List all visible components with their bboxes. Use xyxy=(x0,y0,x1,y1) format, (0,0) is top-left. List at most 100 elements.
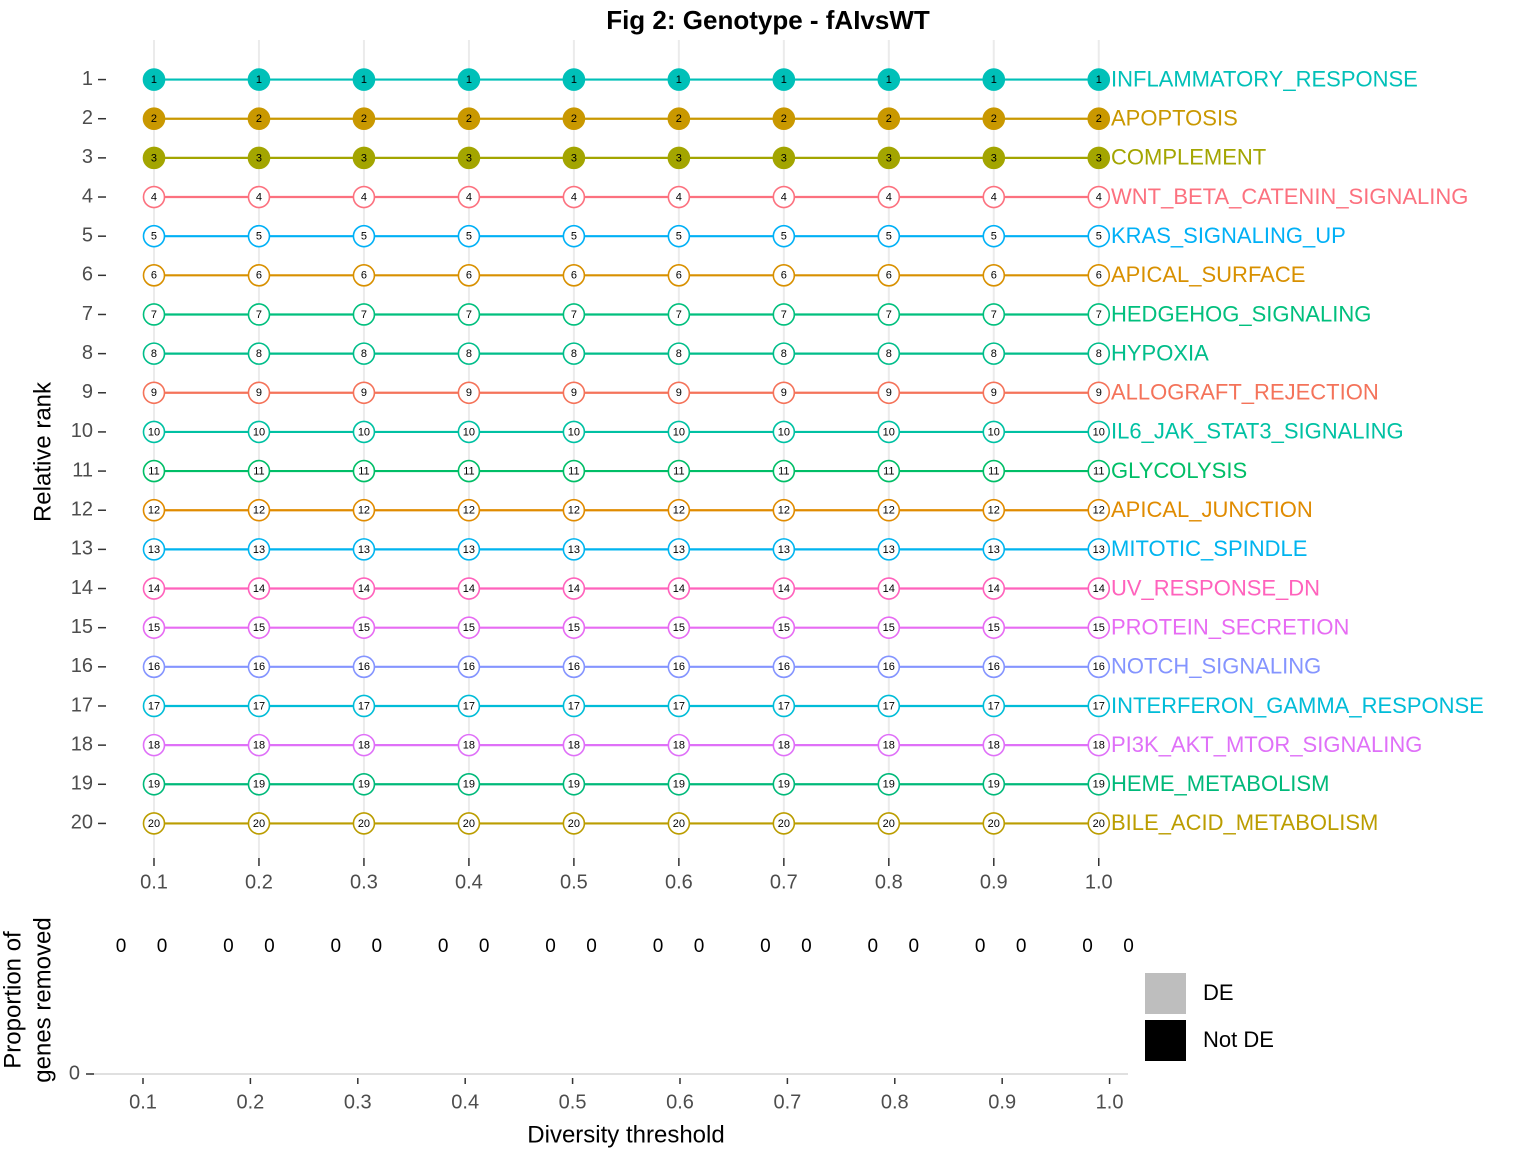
series-label: NOTCH_SIGNALING xyxy=(1111,654,1321,679)
point-label: 19 xyxy=(148,779,160,791)
rank-point xyxy=(982,616,1006,639)
rank-point xyxy=(352,772,376,796)
series-label: KRAS_SIGNALING_UP xyxy=(1111,223,1346,248)
point-label: 17 xyxy=(673,700,685,712)
rank-point xyxy=(877,185,901,209)
rank-point xyxy=(352,498,376,522)
x-tick-label: 0.2 xyxy=(245,871,273,893)
rank-point xyxy=(667,694,691,718)
point-label: 1 xyxy=(676,74,682,86)
point-label: 17 xyxy=(358,700,370,712)
series-label: APICAL_JUNCTION xyxy=(1111,497,1313,522)
rank-point xyxy=(877,107,901,131)
rank-point xyxy=(982,107,1006,131)
rank-point xyxy=(1087,733,1111,757)
x-tick-label: 0.4 xyxy=(451,1091,479,1113)
rank-point xyxy=(982,498,1006,522)
point-label: 20 xyxy=(568,818,580,830)
point-label: 2 xyxy=(886,113,892,125)
rank-point xyxy=(667,733,691,757)
rank-point xyxy=(772,224,796,248)
rank-point xyxy=(247,68,271,91)
point-label: 12 xyxy=(673,505,685,517)
rank-point xyxy=(877,420,901,444)
rank-point xyxy=(1087,146,1111,170)
point-label: 16 xyxy=(358,661,370,673)
point-label: 20 xyxy=(358,818,370,830)
point-label: 8 xyxy=(466,348,472,360)
rank-point xyxy=(667,381,691,405)
point-label: 12 xyxy=(988,505,1000,517)
point-label: 10 xyxy=(883,426,895,438)
point-label: 5 xyxy=(676,231,682,243)
point-label: 1 xyxy=(151,74,157,86)
point-label: 15 xyxy=(1093,622,1105,634)
x-tick-label: 0.9 xyxy=(980,871,1008,893)
point-label: 5 xyxy=(571,231,577,243)
rank-point xyxy=(982,812,1006,835)
point-label: 6 xyxy=(571,270,577,282)
rank-point xyxy=(772,381,796,405)
x-axis-title: Diversity threshold xyxy=(527,1121,724,1148)
rank-point xyxy=(1087,185,1111,209)
x-tick-label: 0.5 xyxy=(559,1091,587,1113)
point-label: 1 xyxy=(886,74,892,86)
rank-point xyxy=(772,303,796,326)
series-label: INFLAMMATORY_RESPONSE xyxy=(1111,66,1418,91)
rank-point xyxy=(142,420,166,444)
rank-point xyxy=(772,498,796,522)
point-label: 18 xyxy=(568,740,580,752)
rank-point xyxy=(142,538,166,561)
rank-point xyxy=(352,381,376,405)
rank-point xyxy=(247,498,271,522)
point-label: 19 xyxy=(988,779,1000,791)
rank-point xyxy=(352,812,376,835)
rank-point xyxy=(247,733,271,757)
point-label: 14 xyxy=(148,583,160,595)
rank-point xyxy=(667,498,691,522)
point-label: 14 xyxy=(358,583,370,595)
point-label: 16 xyxy=(148,661,160,673)
value-label: 0 xyxy=(479,936,490,957)
point-label: 17 xyxy=(778,700,790,712)
x-tick-label: 0.8 xyxy=(881,1091,909,1113)
rank-point xyxy=(352,342,376,365)
point-label: 4 xyxy=(991,191,997,203)
point-label: 18 xyxy=(673,740,685,752)
rank-point xyxy=(457,68,481,91)
point-label: 7 xyxy=(781,309,787,321)
rank-point xyxy=(667,342,691,365)
point-label: 1 xyxy=(571,74,577,86)
point-label: 2 xyxy=(256,113,262,125)
point-label: 18 xyxy=(358,740,370,752)
y-tick-label: 19 xyxy=(71,773,93,795)
rank-point xyxy=(247,694,271,718)
series-label: APICAL_SURFACE xyxy=(1111,262,1305,287)
value-label: 0 xyxy=(545,936,556,957)
rank-point xyxy=(352,420,376,444)
point-label: 7 xyxy=(466,309,472,321)
rank-point xyxy=(457,342,481,365)
bar-panel: 0 0 0 0 0 0 0 0 0 0 0 0 0 0 0 0 0 0 0 0 xyxy=(116,936,1134,957)
point-label: 8 xyxy=(256,348,262,360)
point-label: 10 xyxy=(673,426,685,438)
point-label: 16 xyxy=(988,661,1000,673)
point-label: 8 xyxy=(676,348,682,360)
rank-point xyxy=(1087,459,1111,483)
point-label: 20 xyxy=(988,818,1000,830)
x-tick-label: 0.4 xyxy=(455,871,483,893)
rank-point xyxy=(667,577,691,600)
point-label: 2 xyxy=(991,113,997,125)
point-label: 3 xyxy=(991,152,997,164)
y-tick-label: 12 xyxy=(71,499,93,521)
series-label: COMPLEMENT xyxy=(1111,145,1266,170)
point-label: 3 xyxy=(781,152,787,164)
rank-point xyxy=(982,420,1006,444)
point-label: 20 xyxy=(1093,818,1105,830)
value-label: 0 xyxy=(867,936,878,957)
y-tick-label: 3 xyxy=(82,146,93,168)
rank-point xyxy=(247,264,271,287)
point-label: 16 xyxy=(673,661,685,673)
rank-point xyxy=(247,107,271,131)
rank-point xyxy=(142,812,166,835)
